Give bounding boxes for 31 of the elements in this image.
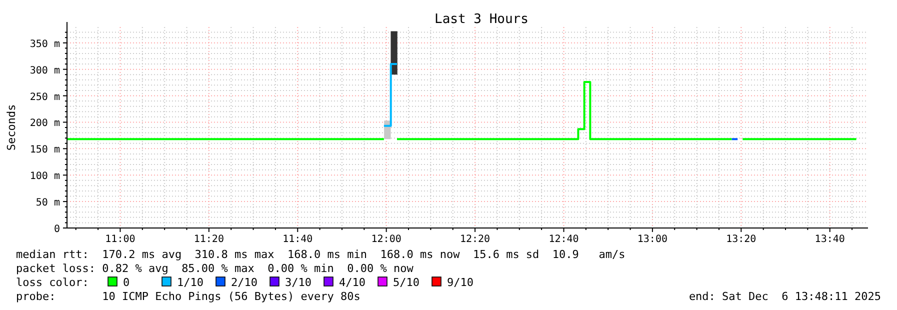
legend-label: 9/10 xyxy=(447,276,474,289)
x-tick-label: 13:20 xyxy=(726,234,756,245)
legend-label: 3/10 xyxy=(285,276,312,289)
y-tick-label: 100 m xyxy=(30,171,60,182)
legend-label: 4/10 xyxy=(339,276,366,289)
text: packet loss: 0.82 % avg 85.00 % max 0.00 % min 0.00 % now xyxy=(16,262,414,275)
text: end: Sat Dec 6 13:48:11 2025 xyxy=(688,290,881,303)
y-tick-label: 250 m xyxy=(30,92,60,103)
legend-label: 2/10 xyxy=(231,276,258,289)
x-tick-label: 11:40 xyxy=(282,234,313,245)
x-tick-label: 13:00 xyxy=(637,234,668,245)
y-tick-label: 350 m xyxy=(30,38,60,50)
x-tick-label: 12:00 xyxy=(371,234,402,245)
y-tick-label: 50 m xyxy=(36,198,60,209)
x-tick-label: 13:40 xyxy=(814,234,845,245)
y-tick-label: 150 m xyxy=(30,144,60,156)
x-tick-label: 11:20 xyxy=(194,234,224,245)
y-tick-label: 200 m xyxy=(30,118,60,130)
legend-label: 5/10 xyxy=(393,276,420,289)
x-tick-label: 11:00 xyxy=(105,234,136,245)
y-axis-title: Seconds xyxy=(5,104,18,151)
text: median rtt: 170.2 ms avg 310.8 ms max 168.0 ms min 168.0 ms now 15.6 ms sd 10.9 am/s xyxy=(16,248,626,261)
x-tick-label: 12:40 xyxy=(548,234,579,245)
y-tick-label: 0 xyxy=(54,224,60,235)
legend-title: loss color: xyxy=(16,276,89,289)
chart-title: Last 3 Hours xyxy=(434,12,528,27)
x-tick-label: 12:20 xyxy=(460,234,490,245)
y-tick-label: 300 m xyxy=(30,65,60,76)
legend-label: 0 xyxy=(123,276,130,289)
legend-label: 1/10 xyxy=(177,276,204,289)
text: probe: 10 ICMP Echo Pings (56 Bytes) every 80s xyxy=(16,290,360,303)
